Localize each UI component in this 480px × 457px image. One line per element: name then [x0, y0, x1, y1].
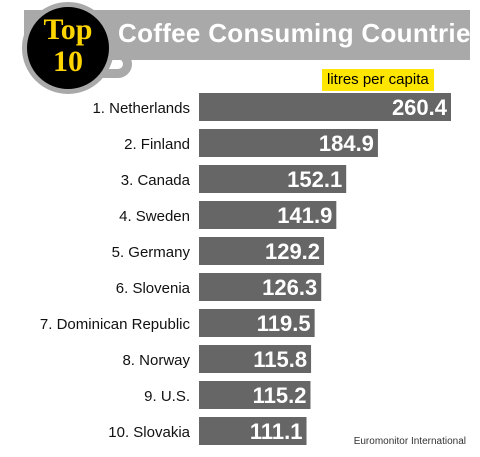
- bar: [199, 417, 307, 445]
- bar: [199, 381, 311, 409]
- category-label: 9. U.S.: [144, 388, 190, 405]
- bar: [199, 93, 451, 121]
- category-label: 8. Norway: [122, 352, 190, 369]
- bar-value-label: 141.9: [277, 203, 332, 228]
- bar-value-label: 129.2: [265, 239, 320, 264]
- category-label: 10. Slovakia: [108, 424, 190, 441]
- bar: [199, 237, 325, 265]
- unit-label: litres per capita: [322, 69, 434, 91]
- category-label: 5. Germany: [112, 244, 191, 261]
- category-label: 1. Netherlands: [92, 100, 190, 117]
- bar-value-label: 111.1: [250, 419, 303, 444]
- badge-top-text: Top: [43, 13, 93, 46]
- bar-value-label: 115.2: [253, 383, 307, 408]
- category-label: 6. Slovenia: [116, 280, 191, 297]
- bar-value-label: 119.5: [257, 311, 311, 336]
- badge-ten-text: 10: [53, 45, 83, 78]
- bar: [199, 345, 312, 373]
- bar-value-label: 260.4: [392, 95, 448, 120]
- bar-value-label: 115.8: [253, 347, 307, 372]
- bar: [199, 273, 322, 301]
- source-credit: Euromonitor International: [353, 436, 466, 447]
- bar-value-label: 152.1: [287, 167, 342, 192]
- bar-value-label: 184.9: [319, 131, 374, 156]
- category-label: 3. Canada: [121, 172, 191, 189]
- bar: [199, 201, 337, 229]
- bar: [199, 309, 315, 337]
- category-label: 2. Finland: [124, 136, 190, 153]
- bar: [199, 165, 347, 193]
- category-label: 7. Dominican Republic: [40, 316, 191, 333]
- bar-value-label: 126.3: [262, 275, 317, 300]
- chart-title: Coffee Consuming Countries: [118, 18, 480, 48]
- bar: [199, 129, 378, 157]
- category-label: 4. Sweden: [119, 208, 190, 225]
- top-10-badge: Top 10: [22, 2, 114, 94]
